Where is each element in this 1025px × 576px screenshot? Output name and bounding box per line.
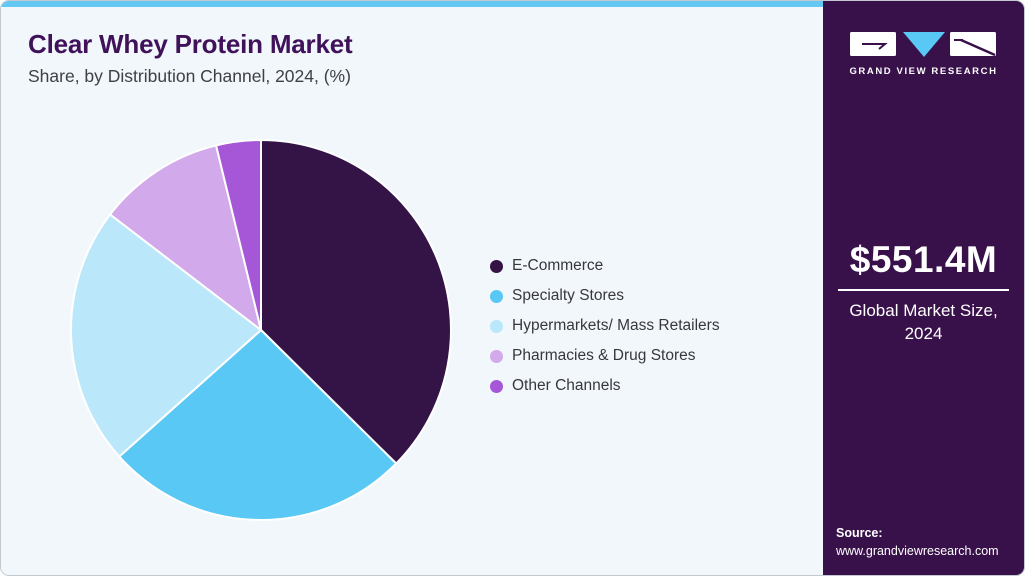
market-size-caption: Global Market Size, 2024	[849, 301, 998, 343]
legend-label: E-Commerce	[512, 257, 604, 274]
legend-swatch-icon	[490, 379, 503, 393]
brand-name: GRAND VIEW RESEARCH	[849, 66, 998, 77]
pie-slice	[70, 213, 262, 458]
pie-slice	[118, 329, 398, 521]
source-block: Source: www.grandviewresearch.com	[836, 524, 999, 560]
market-size-block: $551.4M Global Market Size, 2024	[823, 239, 1024, 346]
page-title: Clear Whey Protein Market	[28, 29, 353, 59]
pie-slice	[260, 139, 452, 465]
pie-chart-container	[68, 137, 454, 523]
legend-swatch-icon	[490, 349, 503, 363]
top-accent-bar	[1, 1, 823, 7]
gvr-logo-icon	[849, 32, 996, 57]
legend-item: Pharmacies & Drug Stores	[490, 347, 720, 365]
pie-slice	[215, 139, 262, 331]
legend-item: E-Commerce	[490, 257, 720, 275]
legend-swatch-icon	[490, 289, 503, 303]
legend-item: Specialty Stores	[490, 287, 720, 305]
legend-swatch-icon	[490, 319, 503, 333]
legend-label: Hypermarkets/ Mass Retailers	[512, 317, 720, 334]
pie-chart	[70, 139, 452, 521]
chart-panel: Clear Whey Protein Market Share, by Dist…	[1, 1, 823, 575]
pie-slice	[109, 144, 262, 331]
legend-item: Hypermarkets/ Mass Retailers	[490, 317, 720, 335]
legend-item: Other Channels	[490, 377, 720, 395]
source-url: www.grandviewresearch.com	[836, 543, 999, 558]
market-size-divider	[838, 289, 1009, 291]
brand-logo: GRAND VIEW RESEARCH	[823, 29, 1024, 77]
source-label: Source:	[836, 525, 883, 540]
page-subtitle: Share, by Distribution Channel, 2024, (%…	[28, 66, 351, 86]
legend-label: Pharmacies & Drug Stores	[512, 347, 696, 364]
legend-label: Specialty Stores	[512, 287, 624, 304]
market-size-value: $551.4M	[849, 239, 998, 280]
legend-label: Other Channels	[512, 377, 621, 394]
sidebar: GRAND VIEW RESEARCH $551.4M Global Marke…	[823, 1, 1024, 575]
legend-swatch-icon	[490, 259, 503, 273]
legend: E-Commerce Specialty Stores Hypermarkets/ …	[490, 257, 720, 395]
